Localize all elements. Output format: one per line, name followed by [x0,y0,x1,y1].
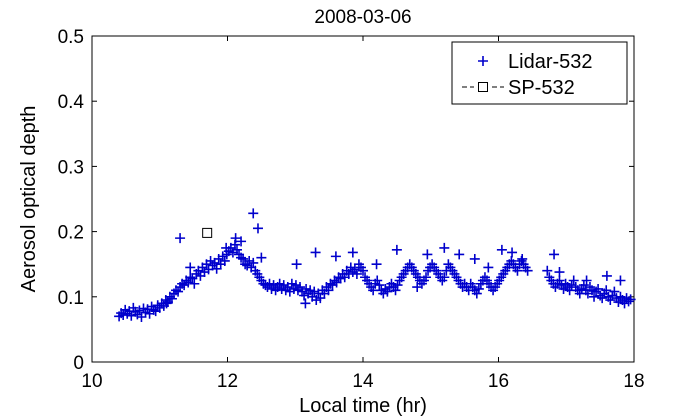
lidar-point [601,285,612,296]
y-tick-label: 0.1 [58,288,84,309]
lidar-point [382,286,393,297]
lidar-point [391,244,402,255]
lidar-point [256,252,267,263]
lidar-point [294,282,305,293]
x-tick-label: 16 [488,371,509,392]
lidar-point [372,275,383,286]
data-points [114,208,636,323]
lidar-point [161,298,172,309]
lidar-point [374,280,385,291]
lidar-point [549,249,560,260]
lidar-point [469,253,480,264]
lidar-point [581,275,592,286]
y-tick-label: 0.3 [58,157,84,178]
lidar-point [300,298,311,309]
lidar-point [219,255,230,266]
lidar-point [512,265,523,276]
lidar-point [597,293,608,304]
lidar-point [625,294,636,305]
lidar-point [589,291,600,302]
lidar-point [349,264,360,275]
lidar-point [238,253,249,264]
lidar-point [554,275,565,286]
lidar-point [609,286,620,297]
lidar-point [568,275,579,286]
x-tick-label: 10 [81,371,102,392]
lidar-point [358,265,368,276]
lidar-point [473,283,484,294]
x-tick-label: 18 [623,371,644,392]
lidar-point [351,268,362,279]
legend-label-sp: SP-532 [508,77,575,99]
lidar-point [392,280,403,291]
lidar-point [454,249,465,260]
y-tick-label: 0.2 [58,223,84,244]
lidar-point [522,265,533,276]
y-tick-label: 0.4 [58,92,85,113]
lidar-point [221,242,232,253]
lidar-point [166,293,177,304]
lidar-point [507,247,518,258]
lidar-point [173,286,184,297]
lidar-point [439,272,450,283]
lidar-point [605,295,616,306]
x-axis: 10 12 14 16 18 [81,36,645,392]
lidar-point [323,285,334,296]
lidar-point [421,272,432,283]
lidar-point [248,257,259,268]
legend-marker-lidar [478,56,488,66]
lidar-point [615,275,626,286]
lidar-point [185,272,196,283]
lidar-point [517,253,528,264]
lidar-point [623,296,634,307]
lidar-point [371,259,382,270]
lidar-point [230,233,241,244]
lidar-point [439,242,450,253]
lidar-point [471,288,482,299]
lidar-point [291,259,302,270]
lidar-point [248,208,259,219]
lidar-point [347,247,358,258]
lidar-point [422,249,433,260]
lidar-point [496,244,507,255]
lidar-point [236,252,247,263]
lidar-point [483,262,494,273]
y-axis: 0 0.1 0.2 0.3 0.4 0.5 [58,27,634,374]
lidar-point [189,278,200,289]
y-tick-label: 0 [73,353,84,374]
lidar-point [310,247,321,258]
sp-point [202,227,213,238]
lidar-point [542,265,553,276]
legend-label-lidar: Lidar-532 [508,51,593,73]
lidar-point [554,267,565,278]
lidar-point [231,244,242,255]
lidar-point [236,236,247,247]
lidar-point [412,282,423,293]
lidar-point [330,251,341,262]
y-tick-label: 0.5 [58,27,84,48]
lidar-point [601,270,612,281]
chart-title: 2008-03-06 [314,7,411,28]
lidar-point [185,262,196,273]
legend-marker-sp [478,82,488,92]
x-tick-label: 12 [217,371,238,392]
y-axis-label: Aerosol optical depth [18,106,40,293]
legend-box [451,41,628,105]
lidar-point [252,223,263,234]
lidar-point [175,233,186,244]
x-axis-label: Local time (hr) [299,395,427,417]
legend: Lidar-532 SP-532 [451,41,628,105]
x-tick-label: 14 [352,371,374,392]
lidar-point [390,285,401,296]
lidar-point [593,283,604,294]
